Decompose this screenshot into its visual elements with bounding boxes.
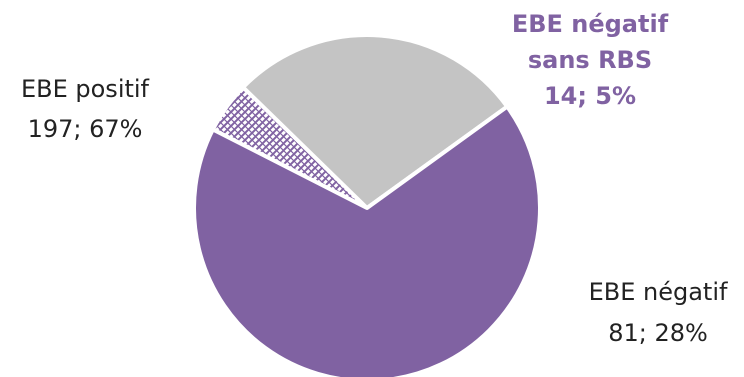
data-label-ebe-n-gatif: EBE négatif 81; 28%: [589, 278, 728, 347]
data-label-line: EBE négatif: [589, 278, 728, 306]
data-label-line: 197; 67%: [28, 115, 143, 143]
data-label-ebe-n-gatif-sans-rbs: EBE négatif sans RBS 14; 5%: [512, 10, 669, 110]
pie-slice-ebe-positif: [192, 104, 543, 377]
data-label-line: 14; 5%: [544, 82, 636, 110]
data-label-line: EBE négatif: [512, 10, 669, 38]
data-label-line: sans RBS: [528, 46, 652, 74]
pie-slices: [192, 33, 543, 377]
pie-slice-ebe-n-gatif: [241, 33, 510, 210]
data-label-line: 81; 28%: [608, 319, 708, 347]
data-label-line: EBE positif: [21, 75, 150, 103]
data-label-ebe-positif: EBE positif 197; 67%: [21, 75, 150, 143]
pie-labels: EBE positif 197; 67% EBE négatif sans RBS 14…: [21, 10, 728, 347]
